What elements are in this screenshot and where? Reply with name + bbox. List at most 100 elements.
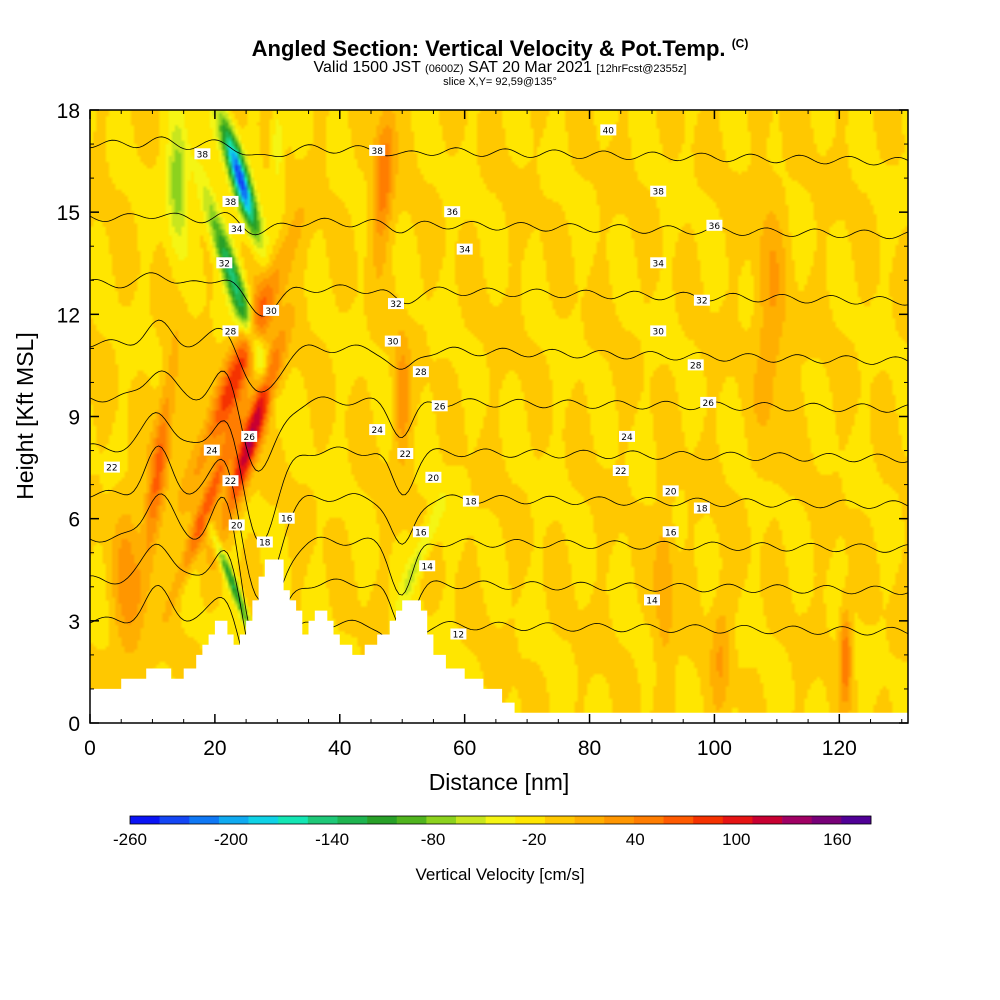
colorbar-swatch [485, 816, 516, 824]
contour-label: 18 [256, 536, 273, 549]
contour-label-bg [462, 495, 479, 507]
contour-label-bg [412, 366, 429, 378]
contour-label: 40 [600, 124, 617, 136]
colorbar-swatch [693, 816, 724, 824]
colorbar-swatch [278, 816, 309, 824]
contour-label-text: 24 [206, 447, 218, 457]
y-tick-label: 3 [68, 611, 80, 634]
contour-label-text: 24 [371, 426, 383, 436]
contour-label: 26 [241, 430, 258, 443]
chart-title: Angled Section: Vertical Velocity & Pot.… [0, 36, 1000, 62]
colorbar-swatch [218, 816, 249, 824]
contour-label: 30 [650, 325, 667, 337]
contour-label-text: 20 [428, 474, 440, 484]
contour-label-bg [103, 461, 120, 473]
contour-label-text: 40 [603, 126, 615, 136]
contour-label-text: 30 [265, 307, 277, 317]
subtitle-utc: (0600Z) [425, 63, 464, 75]
x-tick-label: 40 [328, 737, 351, 760]
colorbar-swatch [130, 816, 160, 824]
contour-label: 28 [412, 366, 429, 378]
contour-label: 32 [388, 298, 404, 310]
y-tick-label: 12 [57, 304, 80, 327]
vertical-velocity-field [90, 110, 908, 723]
subtitle-forecast: [12hrFcst@2355z] [596, 63, 687, 75]
contour-label-bg [222, 475, 239, 487]
contour-label-text: 14 [421, 562, 433, 572]
contour-label-bg [419, 560, 436, 572]
contour-label-bg [431, 400, 448, 412]
y-tick-label: 6 [68, 509, 80, 532]
contour-label-bg [228, 519, 245, 531]
contour-label: 22 [612, 465, 629, 477]
contour-label: 38 [369, 144, 386, 157]
contour-label-bg [450, 628, 467, 640]
colorbar-swatch [752, 816, 783, 824]
contour-label: 16 [278, 512, 295, 525]
x-tick-label: 0 [84, 737, 96, 760]
contour-label-bg [456, 243, 473, 255]
contour-label-bg [600, 124, 617, 136]
subtitle-valid: Valid 1500 JST [313, 59, 421, 76]
contour-label: 20 [228, 519, 245, 532]
contour-label: 36 [444, 206, 461, 218]
contour-label-text: 22 [615, 467, 626, 477]
contour-label-bg [194, 148, 211, 160]
contour-label-text: 26 [243, 433, 255, 443]
contour-label-bg [425, 471, 442, 483]
colorbar-frame [129, 815, 872, 825]
terrain-silhouette [90, 559, 908, 723]
contour-label: 22 [222, 475, 239, 487]
contour-label-bg [644, 594, 660, 606]
contour-label-text: 32 [390, 300, 401, 310]
colorbar-tick-label: -80 [421, 830, 446, 849]
x-tick-label: 20 [203, 737, 226, 760]
chart-title-suffix: (C) [731, 36, 749, 51]
subtitle-date: SAT 20 Mar 2021 [468, 59, 592, 76]
contour-label: 28 [687, 359, 704, 371]
contour-label-bg [700, 396, 717, 408]
contour-label-bg [369, 424, 386, 436]
contour-label-bg [650, 325, 667, 337]
theta-contour-20 [89, 412, 909, 544]
contour-label-bg [228, 223, 245, 235]
theta-contour-28 [89, 212, 909, 240]
contour-label-text: 34 [652, 259, 664, 269]
contour-label-bg [241, 430, 258, 442]
theta-contour-12 [89, 584, 909, 699]
contour-label-text: 28 [690, 361, 702, 371]
contour-label: 14 [419, 560, 436, 572]
contour-label: 24 [369, 424, 386, 436]
colorbar-tick-label: -200 [214, 830, 248, 849]
colorbar-swatch [604, 816, 635, 824]
x-tick-label: 120 [822, 737, 857, 760]
contour-label: 18 [462, 495, 479, 508]
contour-label-text: 18 [696, 505, 708, 515]
colorbar-swatch [189, 816, 220, 824]
contour-label: 22 [103, 461, 120, 474]
contour-label: 20 [662, 485, 679, 497]
x-tick-label: 100 [697, 737, 732, 760]
contour-label-text: 38 [371, 147, 383, 157]
contour-label-text: 38 [197, 150, 209, 160]
colorbar-tick-label: 100 [722, 830, 750, 849]
contour-label: 20 [425, 471, 442, 484]
contour-label-bg [662, 485, 679, 497]
contour-label-text: 38 [652, 188, 664, 198]
contour-label: 16 [662, 526, 679, 538]
contour-label: 16 [412, 526, 429, 538]
contour-label-text: 14 [646, 596, 658, 606]
contour-label-bg [369, 144, 386, 156]
colorbar-swatch [456, 816, 486, 824]
contour-label-bg [412, 526, 429, 538]
y-tick-label: 18 [57, 100, 80, 123]
contour-label-text: 26 [702, 399, 714, 409]
colorbar-tick-label: 40 [626, 830, 645, 849]
colorbar-swatch [396, 816, 427, 824]
colorbar-swatch [633, 816, 664, 824]
contour-label-text: 36 [446, 208, 458, 218]
contour-label: 18 [693, 502, 710, 515]
contour-label-text: 18 [465, 498, 477, 508]
colorbar-swatch [722, 816, 753, 824]
contour-label: 30 [384, 335, 401, 348]
